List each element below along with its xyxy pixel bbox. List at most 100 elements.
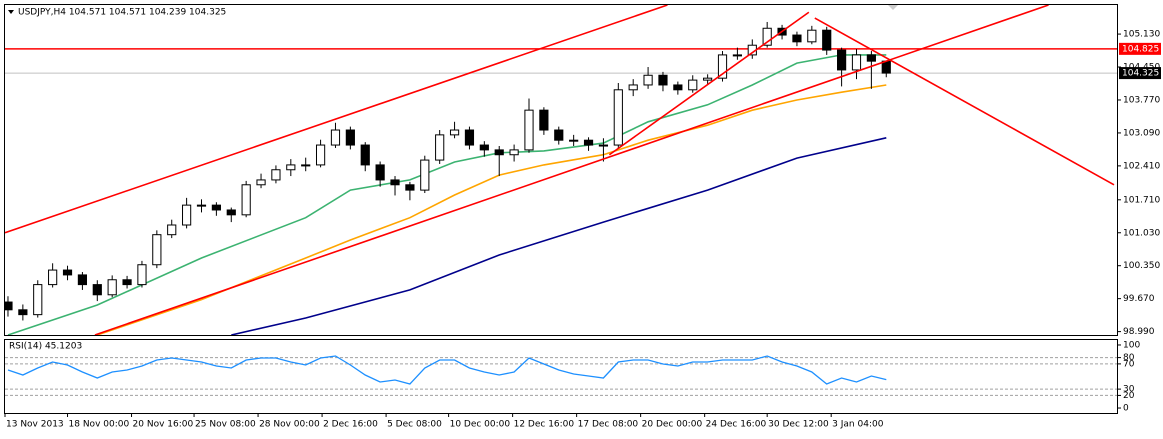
x-tick-label: 18 Nov 00:00 (69, 420, 130, 430)
trend-line (814, 17, 1115, 186)
x-tick-label: 13 Nov 2013 (6, 420, 64, 430)
candle-body (420, 159, 430, 191)
candle-body (5, 301, 13, 311)
candle-body (330, 129, 341, 146)
candle-body (539, 109, 549, 131)
y-tick-label: 103.770 (1123, 95, 1160, 105)
rsi-tick-label: 100 (1123, 340, 1140, 350)
candle-body (182, 204, 192, 226)
y-tick-label: 105.130 (1123, 30, 1160, 40)
rsi-plot (5, 355, 1117, 396)
candle-body (524, 109, 534, 151)
candle-body (717, 54, 728, 79)
candle-body (658, 74, 668, 86)
candle-body (301, 164, 311, 167)
y-tick-label: 102.410 (1123, 161, 1160, 171)
candle-body (196, 204, 207, 207)
candle-body (271, 169, 281, 181)
candle-body (554, 129, 564, 141)
moving-average (231, 137, 887, 335)
y-tick-label: 101.710 (1123, 195, 1160, 205)
candle-body (703, 77, 713, 81)
candle-body (509, 149, 519, 156)
moving-average (97, 84, 887, 335)
main-plot (5, 5, 1117, 335)
candle-body (732, 54, 742, 57)
candle-body (211, 204, 221, 211)
candle-body (405, 184, 415, 191)
candle-body (837, 49, 847, 71)
candle-body (613, 89, 623, 146)
y-tick-label: 99.670 (1123, 294, 1155, 304)
candle-body (18, 309, 28, 316)
candle-body (226, 209, 236, 216)
candle-body (822, 29, 832, 51)
candle-body (390, 179, 400, 186)
candle-body (435, 134, 445, 161)
candle-body (107, 279, 117, 296)
candle-body (673, 84, 683, 91)
candle-body (866, 54, 876, 62)
candle-body (569, 139, 579, 142)
trend-line (5, 5, 668, 234)
candle-body (464, 129, 475, 146)
x-tick-label: 20 Dec 00:00 (642, 420, 703, 430)
candle-body (449, 129, 460, 136)
rsi-tick-label: 80 (1123, 353, 1135, 363)
x-tick-label: 30 Dec 12:00 (768, 420, 829, 430)
y-tick-label: 103.090 (1123, 128, 1160, 138)
candle-body (807, 29, 817, 43)
candle-body (48, 269, 58, 286)
rsi-tick-label: 70 (1123, 359, 1135, 369)
x-tick-label: 17 Dec 08:00 (578, 420, 639, 430)
candle-body (137, 264, 147, 286)
candle-body (122, 279, 132, 286)
moving-average (7, 54, 887, 335)
rsi-panel (4, 339, 1118, 414)
candle-body (345, 129, 355, 146)
x-tick-label: 5 Dec 08:00 (387, 420, 442, 430)
candle-body (479, 144, 489, 151)
axes: 105.130104.450103.770103.090102.410101.7… (4, 30, 1161, 430)
candle-body (152, 234, 162, 266)
rsi-title: RSI(14) 45.1203 (9, 342, 82, 352)
shift-marker (888, 5, 898, 10)
x-tick-label: 28 Nov 00:00 (259, 420, 320, 430)
price-tag-label: 104.325 (1122, 69, 1159, 79)
price-tag (1119, 67, 1161, 80)
x-tick-label: 2 Dec 16:00 (323, 420, 378, 430)
candle-body (92, 284, 102, 296)
chart-title: USDJPY,H4 104.571 104.571 104.239 104.32… (18, 8, 226, 18)
candle-body (598, 144, 609, 147)
candle-body (77, 274, 88, 286)
candle-body (62, 269, 73, 276)
x-tick-label: 20 Nov 16:00 (133, 420, 194, 430)
rsi-tick-label: 30 (1123, 385, 1135, 395)
y-tick-label: 98.990 (1123, 327, 1155, 337)
candle-body (494, 149, 504, 156)
rsi-tick-label: 20 (1123, 391, 1135, 401)
level-tag-label: 104.825 (1122, 44, 1159, 54)
candle-body (167, 224, 177, 236)
x-tick-label: 3 Jan 04:00 (832, 420, 884, 430)
candle-body (360, 144, 370, 166)
candle-body (241, 184, 251, 216)
candle-body (256, 179, 266, 186)
candle-body (792, 34, 802, 43)
candle-body (315, 144, 326, 166)
rsi-tick-label: 0 (1123, 404, 1129, 414)
candle-body (851, 54, 862, 71)
rsi-line (7, 355, 887, 385)
x-tick-label: 12 Dec 16:00 (514, 420, 575, 430)
candle-body (762, 27, 772, 46)
trend-line (608, 11, 810, 156)
candle-body (286, 164, 296, 171)
menu-arrow[interactable] (8, 10, 14, 14)
level-tag (1119, 42, 1161, 55)
x-tick-label: 10 Dec 00:00 (450, 420, 511, 430)
candle-body (375, 164, 385, 181)
x-tick-label: 24 Dec 16:00 (706, 420, 767, 430)
candle-body (33, 284, 43, 316)
y-tick-label: 100.350 (1123, 261, 1160, 271)
